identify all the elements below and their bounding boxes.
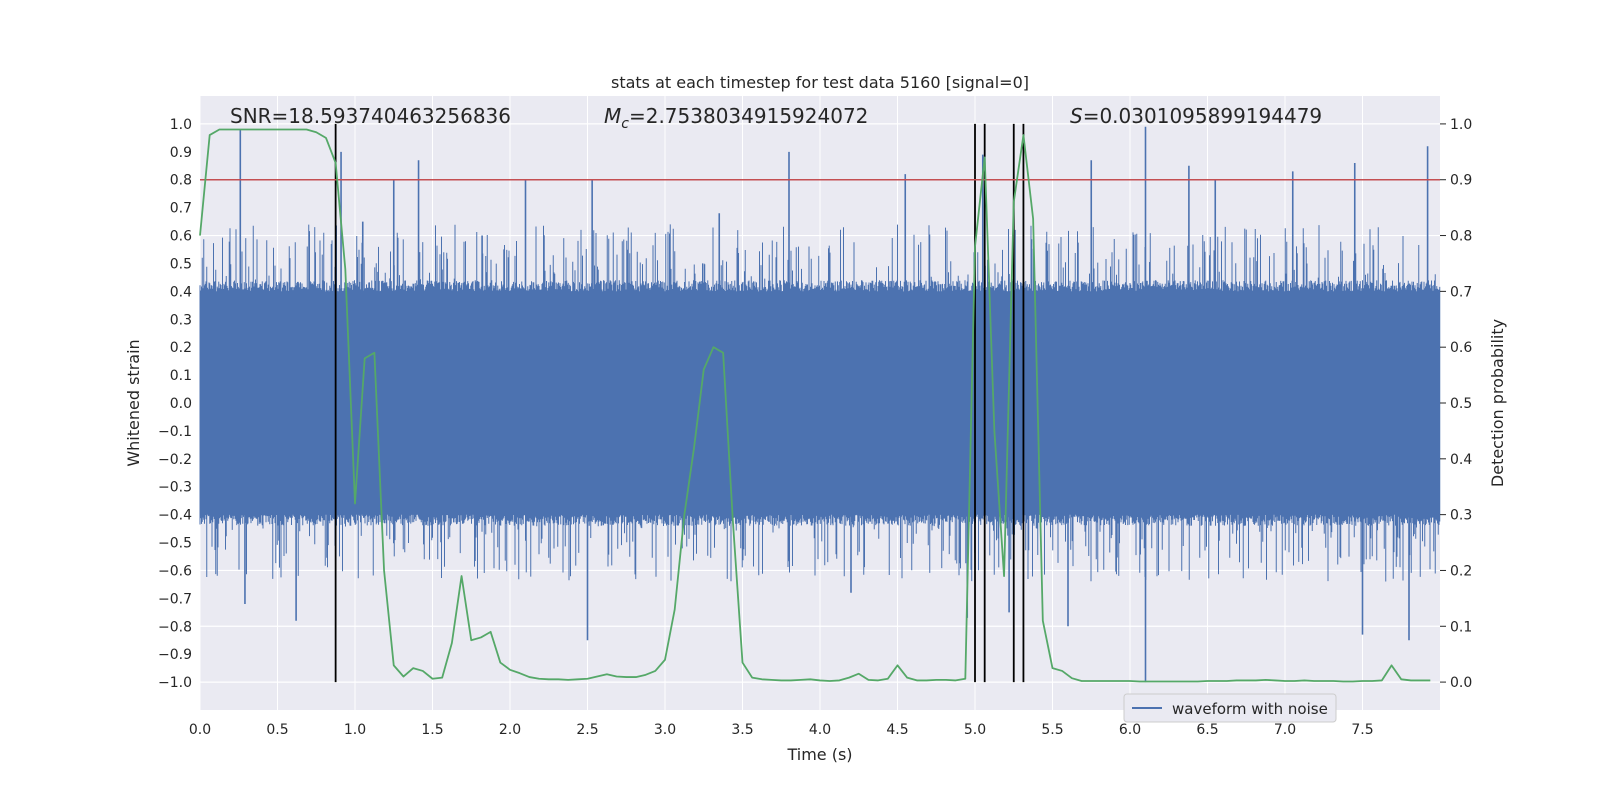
x-tick-label: 2.0 <box>499 722 521 738</box>
chirp-mass-symbol: M <box>604 104 621 128</box>
x-tick-label: 7.0 <box>1274 722 1296 738</box>
chart-title: stats at each timestep for test data 516… <box>611 73 1029 92</box>
y-left-tick-label: 0.9 <box>170 145 192 161</box>
waveform-noise-band <box>199 224 1441 582</box>
x-tick-label: 7.5 <box>1351 722 1373 738</box>
y-left-tick-label: −0.1 <box>158 424 192 440</box>
y-left-tick-label: −0.8 <box>158 619 192 635</box>
s-annotation: S=0.0301095899194479 <box>1070 104 1322 128</box>
x-tick-label: 2.5 <box>576 722 598 738</box>
y-left-tick-label: −0.2 <box>158 452 192 468</box>
y-left-tick-label: 0.6 <box>170 229 192 245</box>
chirp-mass-subscript: c <box>621 116 629 132</box>
y-right-tick-label: 0.2 <box>1450 563 1472 579</box>
y-left-tick-label: 0.8 <box>170 173 192 189</box>
y-right-tick-label: 0.9 <box>1450 173 1472 189</box>
x-tick-label: 3.0 <box>654 722 676 738</box>
s-symbol: S <box>1070 104 1083 128</box>
y-left-axis-label: Whitened strain <box>124 339 143 466</box>
x-tick-label: 1.0 <box>344 722 366 738</box>
y-left-axis-ticks: 1.0 0.9 0.8 0.7 0.6 0.5 0.4 0.3 0.2 0.1 0.0 −0.1 −0.… <box>158 117 192 691</box>
y-left-tick-label: −1.0 <box>158 675 192 691</box>
y-left-tick-label: 0.0 <box>170 396 192 412</box>
y-right-axis-label: Detection probability <box>1488 319 1507 487</box>
y-right-tick-label: 1.0 <box>1450 117 1472 133</box>
y-right-tick-label: 0.6 <box>1450 340 1472 356</box>
y-right-tick-label: 0.4 <box>1450 452 1472 468</box>
x-axis-label: Time (s) <box>786 745 852 764</box>
legend-label: waveform with noise <box>1172 700 1328 718</box>
y-left-tick-label: 0.7 <box>170 201 192 217</box>
y-right-axis-ticks: 1.0 0.9 0.8 0.7 0.6 0.5 0.4 0.3 0.2 0.1 0.0 <box>1440 117 1472 691</box>
y-right-tick-label: 0.0 <box>1450 675 1472 691</box>
x-tick-label: 5.5 <box>1041 722 1063 738</box>
detection-probability-line <box>199 128 1431 683</box>
s-value: =0.0301095899194479 <box>1083 104 1322 128</box>
x-tick-label: 6.5 <box>1196 722 1218 738</box>
y-left-tick-label: −0.6 <box>158 563 192 579</box>
y-left-tick-label: 0.3 <box>170 312 192 328</box>
x-tick-label: 5.0 <box>964 722 986 738</box>
y-left-tick-label: 0.2 <box>170 340 192 356</box>
x-tick-label: 1.5 <box>421 722 443 738</box>
legend: waveform with noise <box>1123 693 1337 723</box>
y-left-tick-label: −0.9 <box>158 647 192 663</box>
y-right-tick-label: 0.1 <box>1450 619 1472 635</box>
probability-series <box>199 128 1431 683</box>
chirp-mass-annotation: Mc=2.7538034915924072 <box>604 104 868 132</box>
y-left-tick-label: 0.5 <box>170 256 192 272</box>
x-tick-label: 3.5 <box>731 722 753 738</box>
y-left-tick-label: −0.5 <box>158 536 192 552</box>
y-right-tick-label: 0.3 <box>1450 508 1472 524</box>
y-left-tick-label: −0.4 <box>158 508 192 524</box>
x-axis-ticks: 0.0 0.5 1.0 1.5 2.0 2.5 3.0 3.5 4.0 4.5 5.0 5.5 6.0 6… <box>189 722 1374 738</box>
y-left-tick-label: 0.4 <box>170 284 192 300</box>
x-tick-label: 6.0 <box>1119 722 1141 738</box>
y-left-tick-label: 1.0 <box>170 117 192 133</box>
y-left-tick-label: −0.7 <box>158 591 192 607</box>
waveform-series <box>199 126 1441 683</box>
y-right-tick-label: 0.8 <box>1450 229 1472 245</box>
chirp-mass-value: =2.7538034915924072 <box>629 104 868 128</box>
x-tick-label: 4.5 <box>886 722 908 738</box>
x-tick-label: 4.0 <box>809 722 831 738</box>
y-left-tick-label: 0.1 <box>170 368 192 384</box>
snr-annotation: SNR=18.593740463256836 <box>230 104 511 128</box>
x-tick-label: 0.5 <box>266 722 288 738</box>
y-right-tick-label: 0.5 <box>1450 396 1472 412</box>
y-left-tick-label: −0.3 <box>158 480 192 496</box>
y-right-tick-label: 0.7 <box>1450 284 1472 300</box>
x-tick-label: 0.0 <box>189 722 211 738</box>
legend-box <box>1123 693 1337 723</box>
